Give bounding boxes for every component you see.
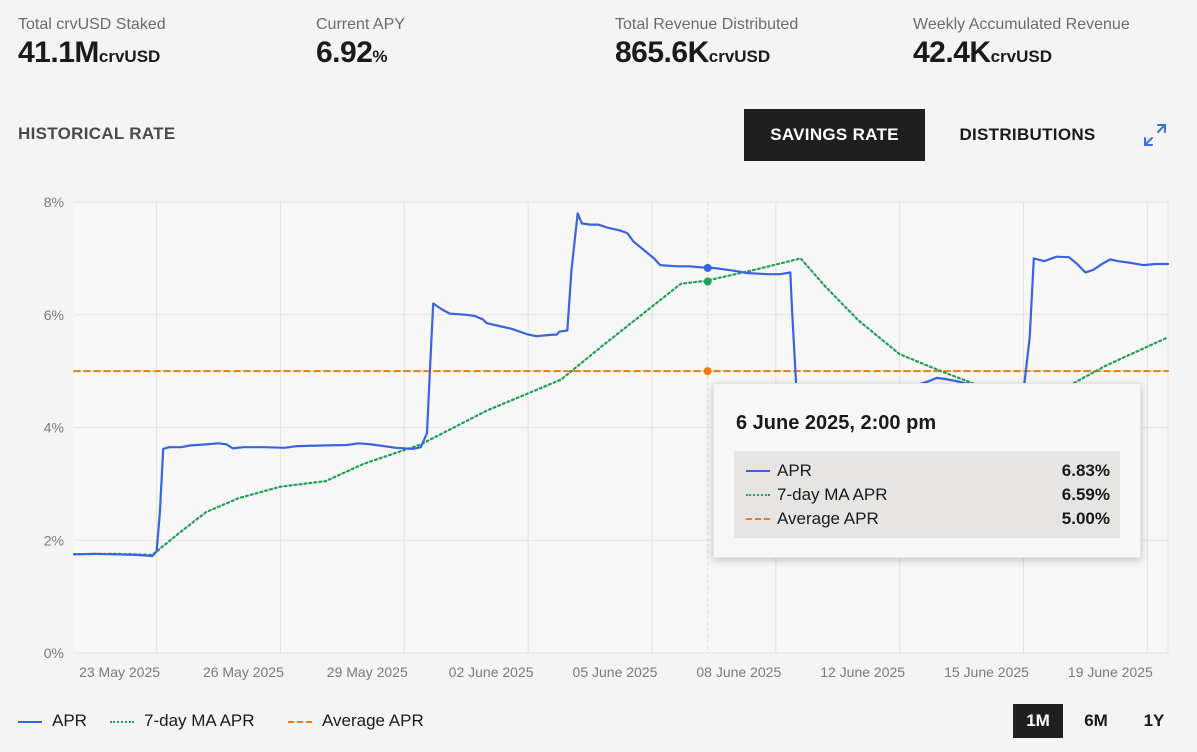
stat-number: 42.4K — [913, 36, 991, 69]
x-tick-label: 15 June 2025 — [944, 664, 1029, 680]
tooltip-row-value: 6.59% — [1061, 485, 1110, 504]
hover-marker-7-day-ma-apr — [703, 277, 712, 286]
y-tick-label: 2% — [44, 532, 64, 548]
legend-label: 7-day MA APR — [144, 711, 255, 730]
stat-label: Total crvUSD Staked — [18, 16, 166, 33]
x-tick-label: 05 June 2025 — [573, 664, 658, 680]
tooltip-row-name: APR — [777, 461, 812, 480]
tooltip-row-average-apr: Average APR 5.00% — [746, 507, 1110, 531]
tooltip-values: APR 6.83% 7-day MA APR 6.59% Average APR… — [734, 451, 1120, 538]
tooltip-row-name: Average APR — [777, 509, 879, 528]
x-tick-label: 12 June 2025 — [820, 664, 905, 680]
ma-apr-swatch — [746, 494, 770, 496]
tooltip-row-ma-apr: 7-day MA APR 6.59% — [746, 483, 1110, 507]
stat-label: Weekly Accumulated Revenue — [913, 16, 1130, 33]
stat-value: 42.4KcrvUSD — [913, 36, 1130, 74]
chart-tooltip: 6 June 2025, 2:00 pm APR 6.83% 7-day MA … — [713, 383, 1141, 558]
y-tick-label: 6% — [44, 307, 64, 323]
stat-current-apy: Current APY 6.92% — [316, 14, 405, 74]
tooltip-row-name: 7-day MA APR — [777, 485, 888, 504]
x-tick-label: 26 May 2025 — [203, 664, 284, 680]
range-button-1y[interactable]: 1Y — [1143, 711, 1165, 730]
x-tick-label: 23 May 2025 — [79, 664, 160, 680]
section-title: HISTORICAL RATE — [18, 124, 176, 143]
stat-total-staked: Total crvUSD Staked 41.1McrvUSD — [18, 14, 166, 74]
stat-unit: crvUSD — [98, 47, 161, 66]
stat-number: 41.1M — [18, 36, 99, 69]
expand-arrows-icon[interactable] — [1141, 121, 1169, 149]
stat-label: Current APY — [316, 16, 405, 33]
hover-marker-average-apr — [703, 367, 712, 376]
tooltip-row-apr: APR 6.83% — [746, 459, 1110, 483]
y-tick-label: 8% — [44, 194, 64, 210]
stat-unit: crvUSD — [990, 47, 1052, 66]
x-tick-label: 02 June 2025 — [449, 664, 534, 680]
average-apr-swatch — [288, 721, 312, 723]
tooltip-title: 6 June 2025, 2:00 pm — [736, 412, 937, 434]
tab-savings-rate[interactable]: SAVINGS RATE — [744, 109, 925, 161]
ma-apr-swatch — [110, 721, 134, 723]
stat-weekly-revenue: Weekly Accumulated Revenue 42.4KcrvUSD — [913, 14, 1130, 74]
stats-bar: Total crvUSD Staked 41.1McrvUSD Current … — [0, 14, 1197, 74]
apr-swatch — [18, 721, 42, 723]
stat-total-revenue: Total Revenue Distributed 865.6KcrvUSD — [615, 14, 798, 74]
x-tick-label: 29 May 2025 — [327, 664, 408, 680]
tooltip-row-value: 6.83% — [1061, 461, 1110, 480]
stat-number: 6.92 — [316, 36, 373, 69]
stat-value: 6.92% — [316, 36, 405, 74]
y-tick-label: 4% — [44, 420, 64, 436]
legend-label: Average APR — [322, 711, 424, 730]
x-tick-label: 08 June 2025 — [696, 664, 781, 680]
range-button-6m[interactable]: 6M — [1084, 711, 1108, 730]
stat-value: 41.1McrvUSD — [18, 36, 166, 74]
average-apr-swatch — [746, 518, 770, 520]
stat-number: 865.6K — [615, 36, 709, 69]
stat-value: 865.6KcrvUSD — [615, 36, 798, 74]
y-tick-label: 0% — [44, 645, 64, 661]
stat-label: Total Revenue Distributed — [615, 16, 799, 33]
range-button-1m[interactable]: 1M — [1013, 704, 1063, 738]
apr-swatch — [746, 470, 770, 472]
tab-distributions[interactable]: DISTRIBUTIONS — [959, 125, 1096, 144]
stat-unit: % — [372, 47, 388, 66]
tooltip-row-value: 5.00% — [1061, 509, 1110, 528]
x-tick-label: 19 June 2025 — [1068, 664, 1153, 680]
hover-marker-apr — [703, 263, 712, 272]
legend-label: APR — [52, 711, 87, 730]
series-line-7-day-ma-apr — [72, 257, 1170, 556]
stat-unit: crvUSD — [708, 47, 771, 66]
